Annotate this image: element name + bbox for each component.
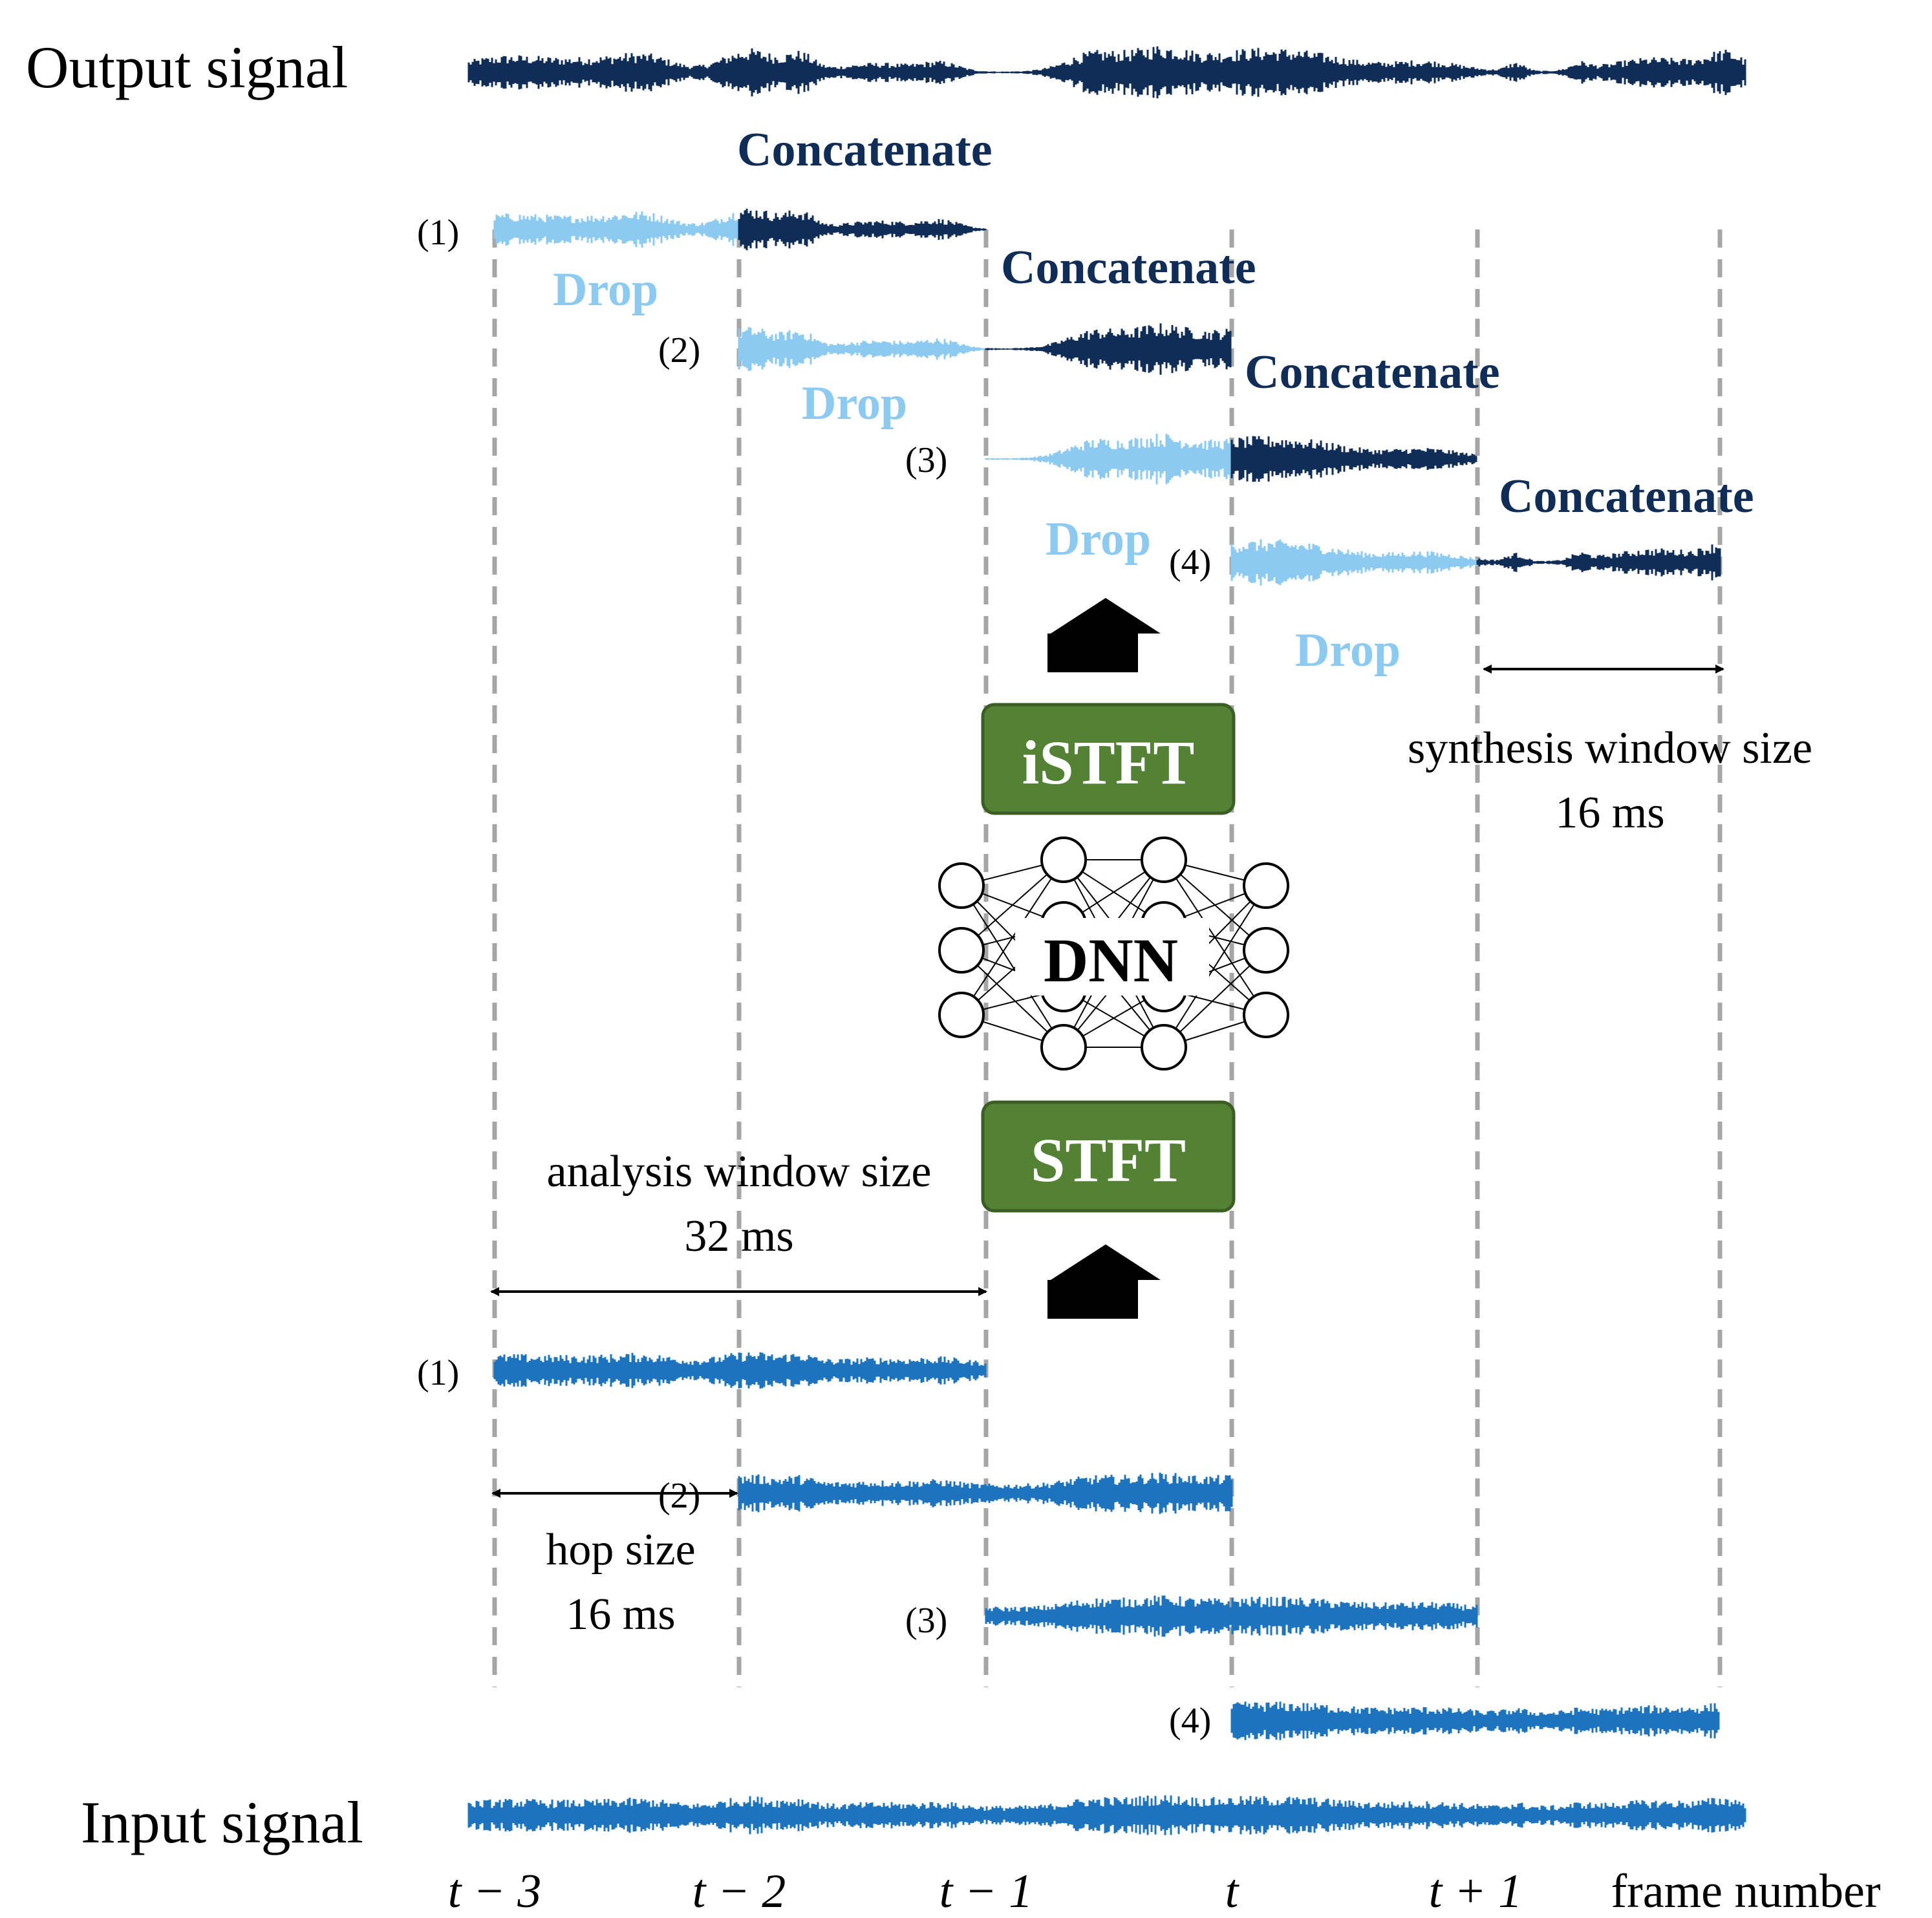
dnn-neuron — [938, 927, 985, 974]
axis-tick-t: t — [1225, 1865, 1240, 1918]
input-frame-label-3: (3) — [905, 1601, 947, 1641]
dnn-network-icon — [938, 836, 1289, 1071]
dnn-connection — [961, 950, 1064, 1048]
output-signal-waveform — [467, 46, 1746, 99]
input-frame-4-waveform — [1230, 1701, 1720, 1740]
dnn-neuron — [1243, 927, 1289, 974]
axis-tick-t-minus-3: t − 3 — [448, 1865, 542, 1918]
dnn-neuron — [1040, 1024, 1087, 1071]
axis-tick-t-minus-2: t − 2 — [692, 1865, 786, 1918]
drop-label-2: Drop — [802, 377, 907, 430]
istft-label: iSTFT — [1022, 728, 1195, 797]
dnn-neuron — [938, 992, 985, 1038]
synthesis-window-value: 16 ms — [1555, 788, 1664, 838]
concatenate-label-4: Concatenate — [1499, 470, 1754, 523]
output-frame-label-3: (3) — [905, 440, 947, 480]
drop-label-3: Drop — [1046, 513, 1151, 566]
axis-label-frame-number: frame number — [1611, 1865, 1880, 1918]
dnn-label: DNN — [1044, 926, 1178, 995]
dnn-connection — [961, 859, 1064, 1016]
dnn-neuron — [1040, 836, 1087, 883]
input-frame-label-1: (1) — [417, 1353, 459, 1393]
up-arrow-to-output-icon — [1047, 598, 1161, 672]
output-frame-label-2: (2) — [658, 330, 700, 370]
axis-tick-t-minus-1: t − 1 — [939, 1865, 1033, 1918]
analysis-window-value: 32 ms — [684, 1211, 793, 1261]
input-signal-label: Input signal — [81, 1789, 363, 1855]
dnn-neuron — [938, 862, 985, 909]
concatenate-label-2: Concatenate — [1001, 241, 1256, 294]
istft-block — [981, 703, 1236, 815]
drop-label-1: Drop — [553, 263, 658, 316]
axis-tick-t-plus-1: t + 1 — [1429, 1865, 1523, 1918]
waveforms — [467, 46, 1746, 1835]
output-frame-1-dropped-waveform — [493, 211, 740, 248]
output-frame-4-kept-waveform — [1476, 544, 1721, 581]
output-frame-3-dropped-waveform — [985, 433, 1232, 485]
dnn-neuron — [1141, 836, 1187, 883]
input-frame-2-waveform — [738, 1473, 1233, 1514]
dnn-connection — [961, 885, 1064, 1048]
output-frame-1-kept-waveform — [738, 208, 987, 251]
stft-block — [981, 1100, 1236, 1213]
output-frame-2-dropped-waveform — [738, 327, 987, 371]
input-signal-waveform — [467, 1795, 1746, 1835]
input-frame-3-waveform — [985, 1595, 1478, 1637]
analysis-window-title: analysis window size — [547, 1147, 932, 1197]
output-frame-3-kept-waveform — [1230, 436, 1477, 482]
stft-label: STFT — [1031, 1125, 1186, 1195]
dnn-neuron — [1243, 992, 1289, 1038]
concatenate-label-3: Concatenate — [1245, 346, 1500, 399]
hop-size-value: 16 ms — [566, 1590, 675, 1639]
dnn-neuron — [1243, 862, 1289, 909]
hop-size-title: hop size — [546, 1525, 695, 1575]
output-frame-label-4: (4) — [1169, 542, 1211, 582]
dnn-connection — [1163, 885, 1267, 1048]
concatenate-label-1: Concatenate — [737, 123, 993, 176]
output-frame-4-dropped-waveform — [1230, 539, 1477, 586]
dnn-label-backdrop — [1015, 918, 1209, 996]
output-signal-label: Output signal — [26, 34, 348, 100]
dnn-connection — [1163, 950, 1267, 1048]
input-frame-1-waveform — [493, 1352, 987, 1389]
drop-label-4: Drop — [1295, 624, 1401, 677]
output-frame-label-1: (1) — [417, 213, 459, 253]
input-frame-label-2: (2) — [658, 1476, 700, 1516]
synthesis-window-title: synthesis window size — [1408, 723, 1812, 773]
dnn-neuron — [1141, 1024, 1187, 1071]
up-arrow-to-stft-icon — [1047, 1244, 1161, 1319]
input-frame-label-4: (4) — [1169, 1701, 1211, 1741]
output-frame-2-kept-waveform — [985, 323, 1232, 375]
